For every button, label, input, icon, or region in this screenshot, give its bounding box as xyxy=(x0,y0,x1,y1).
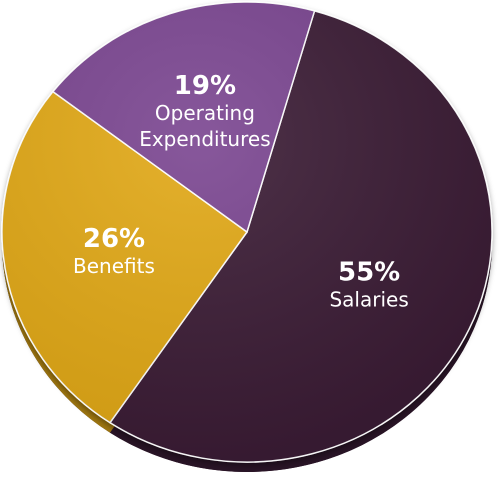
pie-label-salaries: 55%Salaries xyxy=(329,257,408,311)
slice-value-label: 19% xyxy=(174,71,236,101)
slice-category-label: Benefits xyxy=(73,254,155,278)
slice-category-label: Salaries xyxy=(329,287,408,311)
slice-value-label: 55% xyxy=(338,257,400,287)
slice-category-label: Expenditures xyxy=(139,127,270,151)
pie-slices xyxy=(1,1,493,463)
slice-value-label: 26% xyxy=(83,224,145,254)
pie-label-benefits: 26%Benefits xyxy=(73,224,155,278)
slice-category-label: Operating xyxy=(155,101,255,125)
pie-labels: 55%Salaries 26%Benefits 19%OperatingExpend… xyxy=(73,71,409,312)
